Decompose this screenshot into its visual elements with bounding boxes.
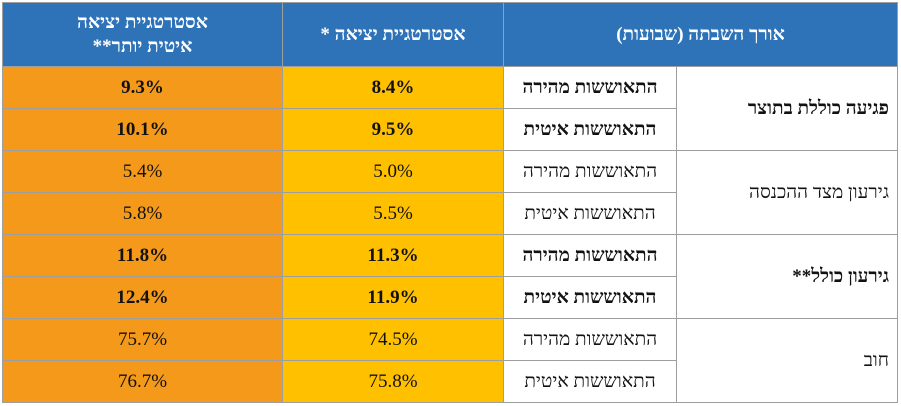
table-row: פגיעה כוללת בתוצר התאוששות מהירה 8.4% 9.… bbox=[2, 66, 899, 151]
strategy-2-cell: 5.8% bbox=[2, 192, 283, 235]
table-row: גירעון מצד ההכנסה התאוששות מהירה 5.0% 5.… bbox=[2, 150, 899, 235]
strategy-1-cell: 11.9% bbox=[282, 276, 504, 319]
strategy-2-cell: 11.8% bbox=[2, 234, 283, 277]
table-row: התאוששות איטית 5.5% 5.8% bbox=[2, 192, 898, 235]
table-row: גירעון כולל** התאוששות מהירה 11.3% 11.8% bbox=[2, 234, 899, 319]
strategy-2-cell: 5.4% bbox=[2, 150, 283, 193]
strategy-1-cell: 5.0% bbox=[282, 150, 504, 193]
row-group-label: פגיעה כוללת בתוצר bbox=[676, 66, 899, 151]
strategy-2-cell: 12.4% bbox=[2, 276, 283, 319]
row-group-label: גירעון כולל** bbox=[676, 234, 899, 319]
scenario-cell: התאוששות איטית bbox=[502, 192, 678, 235]
strategy-2-cell: 9.3% bbox=[2, 66, 283, 109]
strategy-2-cell: 10.1% bbox=[2, 108, 283, 151]
scenario-cell: התאוששות מהירה bbox=[502, 150, 678, 193]
scenario-cell: התאוששות איטית bbox=[502, 108, 678, 151]
table-row: חוב התאוששות מהירה 74.5% 75.7% bbox=[2, 318, 899, 403]
strategy-1-cell: 9.5% bbox=[282, 108, 504, 151]
table-row: התאוששות איטית 9.5% 10.1% bbox=[2, 108, 898, 151]
strategy-1-cell: 8.4% bbox=[282, 66, 504, 109]
header-row: אורך השבתה (שבועות) אסטרטגיית יציאה * אס… bbox=[2, 2, 899, 67]
strategy-1-cell: 74.5% bbox=[282, 318, 504, 361]
row-group-label: חוב bbox=[676, 318, 899, 403]
scenario-cell: התאוששות איטית bbox=[502, 276, 678, 319]
scenario-cell: התאוששות מהירה bbox=[502, 234, 678, 277]
header-strategy-2: אסטרטגיית יציאה איטית יותר** bbox=[2, 2, 283, 67]
row-group-label: גירעון מצד ההכנסה bbox=[676, 150, 899, 235]
header-strategy-1: אסטרטגיית יציאה * bbox=[282, 2, 504, 67]
scenario-cell: התאוששות איטית bbox=[502, 360, 678, 403]
scenario-cell: התאוששות מהירה bbox=[502, 66, 678, 109]
header-strategy-2-line2: איטית יותר** bbox=[92, 35, 193, 57]
strategy-2-cell: 76.7% bbox=[2, 360, 283, 403]
table-row: התאוששות איטית 75.8% 76.7% bbox=[2, 360, 898, 403]
strategy-1-cell: 5.5% bbox=[282, 192, 504, 235]
strategy-1-cell: 11.3% bbox=[282, 234, 504, 277]
header-strategy-2-line1: אסטרטגיית יציאה bbox=[77, 11, 208, 33]
table-row: התאוששות איטית 11.9% 12.4% bbox=[2, 276, 898, 319]
header-period: אורך השבתה (שבועות) bbox=[502, 2, 899, 67]
scenario-cell: התאוששות מהירה bbox=[502, 318, 678, 361]
strategy-2-cell: 75.7% bbox=[2, 318, 283, 361]
strategy-1-cell: 75.8% bbox=[282, 360, 504, 403]
